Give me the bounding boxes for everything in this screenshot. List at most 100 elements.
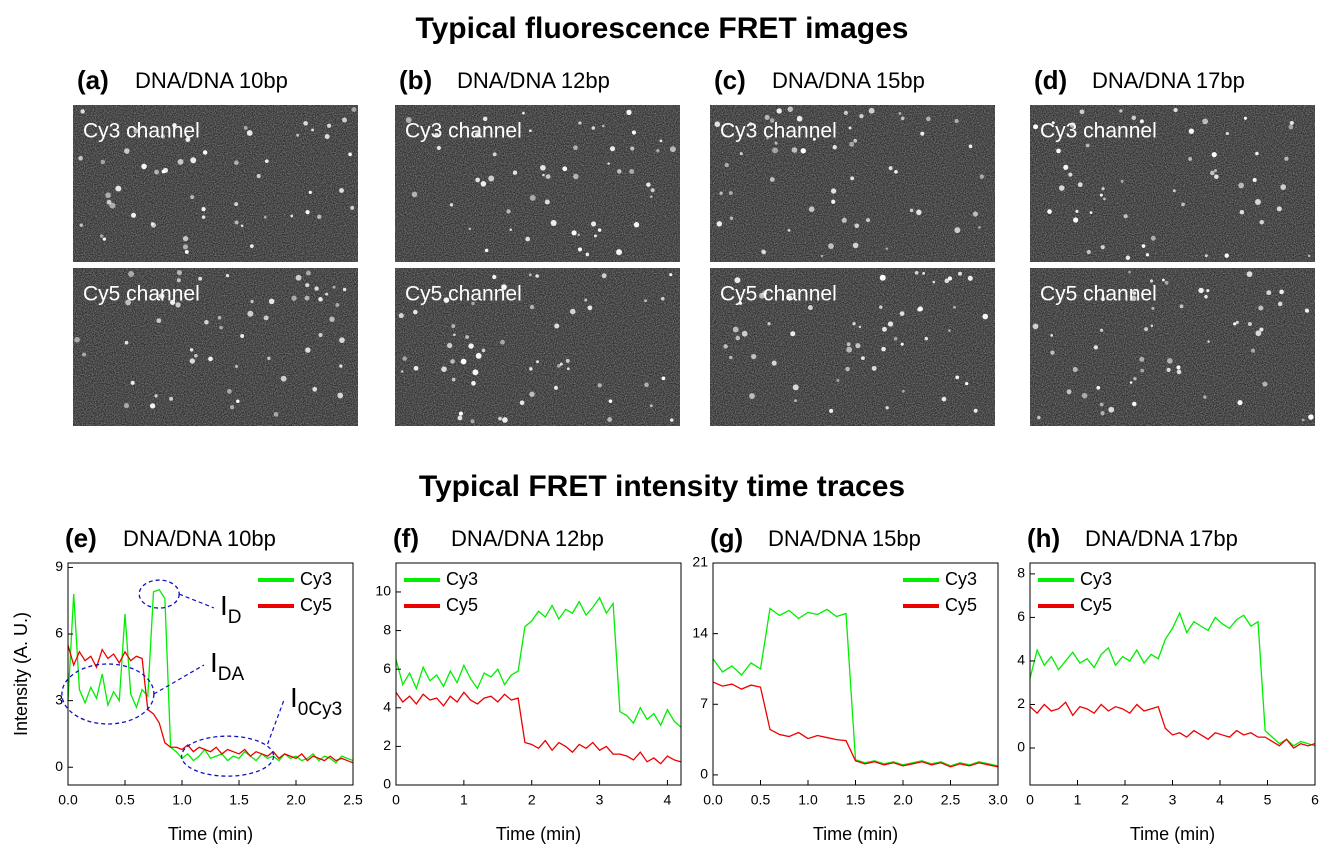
spot — [304, 296, 309, 301]
spot — [305, 347, 310, 352]
fluorescence-image: Cy3 channel — [395, 105, 680, 262]
spot — [201, 207, 205, 211]
y-tick-label: 6 — [55, 625, 63, 641]
spot — [296, 134, 299, 137]
spot — [329, 317, 334, 322]
spot — [80, 109, 84, 113]
spot — [1279, 290, 1284, 295]
spot — [1037, 416, 1040, 419]
spot — [183, 244, 188, 249]
spot — [247, 130, 253, 136]
spot — [352, 107, 357, 112]
spot — [1073, 217, 1078, 222]
panel-label: (f) — [393, 523, 419, 553]
spot — [567, 367, 570, 370]
spot — [772, 361, 777, 366]
x-tick-label: 3.0 — [988, 792, 1008, 808]
spot — [1255, 152, 1259, 156]
x-tick-label: 1.5 — [229, 792, 249, 808]
x-tick-label: 0.5 — [751, 792, 771, 808]
spot — [488, 175, 494, 181]
panel-label: (d) — [1034, 65, 1067, 95]
y-tick-label: 6 — [383, 660, 391, 676]
spot — [115, 186, 121, 192]
spot — [1133, 377, 1136, 380]
spot — [650, 195, 652, 197]
spot — [190, 157, 196, 163]
spot — [1189, 129, 1194, 134]
spot — [901, 343, 904, 346]
spot — [849, 126, 852, 129]
spot — [888, 321, 893, 326]
spot — [1176, 365, 1180, 369]
legend-label: Cy5 — [446, 595, 478, 615]
spot — [502, 417, 508, 423]
spot — [954, 227, 960, 233]
spot — [1302, 418, 1305, 421]
spot — [204, 320, 209, 325]
spot — [1240, 210, 1245, 215]
spot — [481, 181, 487, 187]
y-tick-label: 8 — [383, 621, 391, 637]
spot — [513, 170, 517, 174]
spot — [1226, 132, 1229, 135]
spot — [412, 192, 418, 198]
spot — [529, 367, 532, 370]
spot — [881, 347, 886, 352]
channel-label: Cy3 channel — [83, 120, 200, 143]
panel-label: (g) — [710, 523, 743, 553]
panel-title: DNA/DNA 12bp — [457, 68, 610, 93]
channel-label: Cy3 channel — [720, 120, 837, 143]
spot — [476, 353, 482, 359]
spot — [886, 247, 889, 250]
spot — [128, 271, 134, 277]
spot — [1151, 324, 1154, 327]
spot — [836, 379, 839, 382]
spot — [644, 383, 649, 388]
spot — [458, 416, 463, 421]
y-axis-label: Intensity (A. U.) — [11, 612, 31, 736]
spot — [269, 299, 275, 305]
spot — [492, 275, 496, 279]
spot — [831, 188, 836, 193]
spot — [520, 400, 525, 405]
y-tick-label: 8 — [1017, 565, 1025, 581]
spot — [500, 340, 505, 345]
spot — [339, 188, 344, 193]
spot — [545, 199, 550, 204]
spot — [333, 286, 336, 289]
spot — [632, 130, 636, 134]
fluorescence-image: Cy5 channel — [1030, 268, 1315, 426]
trace-line — [1030, 702, 1315, 748]
spot — [281, 376, 287, 382]
spot — [1124, 214, 1128, 218]
legend-label: Cy3 — [446, 569, 478, 589]
spot — [465, 335, 469, 339]
spot — [529, 273, 532, 276]
spot — [880, 275, 886, 281]
x-axis-label: Time (min) — [1130, 824, 1215, 844]
spot — [1139, 357, 1144, 362]
spot — [749, 393, 755, 399]
spot — [584, 299, 587, 302]
spot — [226, 274, 229, 277]
spot — [471, 381, 476, 386]
spot — [844, 111, 848, 115]
spot — [1056, 149, 1061, 154]
spot — [1266, 290, 1271, 295]
spot — [1237, 400, 1242, 405]
spot — [1255, 199, 1261, 205]
spot — [1308, 414, 1313, 419]
spot — [958, 272, 962, 276]
annotation-leader — [179, 594, 214, 608]
spot — [1177, 370, 1182, 375]
spot — [1063, 165, 1068, 170]
spot — [650, 404, 653, 407]
spot — [267, 357, 270, 360]
spot — [1210, 171, 1215, 176]
trace-line — [713, 608, 998, 765]
spot — [498, 417, 502, 421]
spot — [1188, 157, 1192, 161]
spot — [602, 125, 605, 128]
spot — [646, 182, 650, 186]
